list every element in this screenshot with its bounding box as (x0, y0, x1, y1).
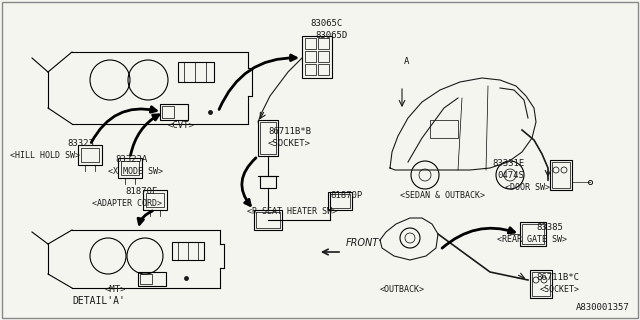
Text: 81870F: 81870F (125, 187, 157, 196)
Text: <MT>: <MT> (105, 285, 127, 294)
Text: A: A (404, 57, 410, 66)
FancyArrowPatch shape (131, 115, 159, 155)
Text: 81870P: 81870P (330, 191, 362, 200)
Text: DETAIL'A': DETAIL'A' (72, 296, 125, 306)
Text: <SEDAN & OUTBACK>: <SEDAN & OUTBACK> (400, 191, 485, 200)
Text: <X MODE SW>: <X MODE SW> (108, 167, 163, 176)
Bar (138, 272, 166, 286)
Text: <REAR GATE SW>: <REAR GATE SW> (497, 235, 567, 244)
Text: <CVT>: <CVT> (168, 121, 195, 130)
Bar (81, 148, 99, 162)
Bar (172, 242, 204, 260)
Text: 83323: 83323 (67, 139, 94, 148)
Text: 83065C: 83065C (310, 19, 342, 28)
Bar (305, 38, 316, 49)
Text: <HILL HOLD SW>: <HILL HOLD SW> (10, 151, 80, 160)
FancyArrowPatch shape (138, 211, 152, 224)
Bar (302, 36, 332, 78)
Text: <OUTBACK>: <OUTBACK> (380, 285, 425, 294)
Text: 0474S: 0474S (497, 171, 524, 180)
FancyArrowPatch shape (442, 228, 515, 248)
Bar (305, 51, 316, 62)
Bar (140, 274, 152, 284)
Bar (143, 190, 167, 210)
Text: 83331E: 83331E (492, 159, 524, 168)
Bar (318, 64, 329, 75)
Text: <DOOR SW>: <DOOR SW> (505, 183, 550, 192)
Bar (256, 212, 280, 228)
Bar (260, 122, 276, 154)
Bar (552, 162, 570, 188)
Bar (532, 272, 550, 296)
Text: <R SEAT HEATER SW>: <R SEAT HEATER SW> (247, 207, 337, 216)
Bar (258, 120, 278, 156)
Text: <SOCKET>: <SOCKET> (540, 285, 580, 294)
Text: 83323A: 83323A (115, 155, 147, 164)
Bar (146, 193, 164, 207)
Bar (530, 270, 552, 298)
FancyArrowPatch shape (242, 158, 256, 205)
Bar (162, 106, 174, 118)
Bar (520, 222, 546, 246)
Bar (430, 120, 458, 138)
Bar (330, 194, 350, 208)
FancyArrowPatch shape (219, 55, 296, 109)
Bar (328, 192, 352, 210)
Bar (305, 64, 316, 75)
Bar (121, 161, 139, 175)
Bar (178, 62, 214, 82)
Bar (318, 38, 329, 49)
Text: 86711B*C: 86711B*C (536, 273, 579, 282)
Text: <ADAPTER CORD>: <ADAPTER CORD> (92, 199, 162, 208)
Text: 86711B*B: 86711B*B (268, 127, 311, 136)
Bar (160, 104, 188, 120)
Bar (522, 224, 544, 244)
Text: <SOCKET>: <SOCKET> (268, 139, 311, 148)
Text: 83065D: 83065D (315, 31, 348, 40)
Bar (78, 145, 102, 165)
Bar (254, 210, 282, 230)
Bar (550, 160, 572, 190)
Bar (118, 158, 142, 178)
Bar (260, 176, 276, 188)
Text: FRONT: FRONT (346, 238, 380, 248)
Text: A830001357: A830001357 (576, 303, 630, 312)
FancyArrowPatch shape (92, 107, 156, 142)
Bar (318, 51, 329, 62)
Text: 83385: 83385 (536, 223, 563, 232)
